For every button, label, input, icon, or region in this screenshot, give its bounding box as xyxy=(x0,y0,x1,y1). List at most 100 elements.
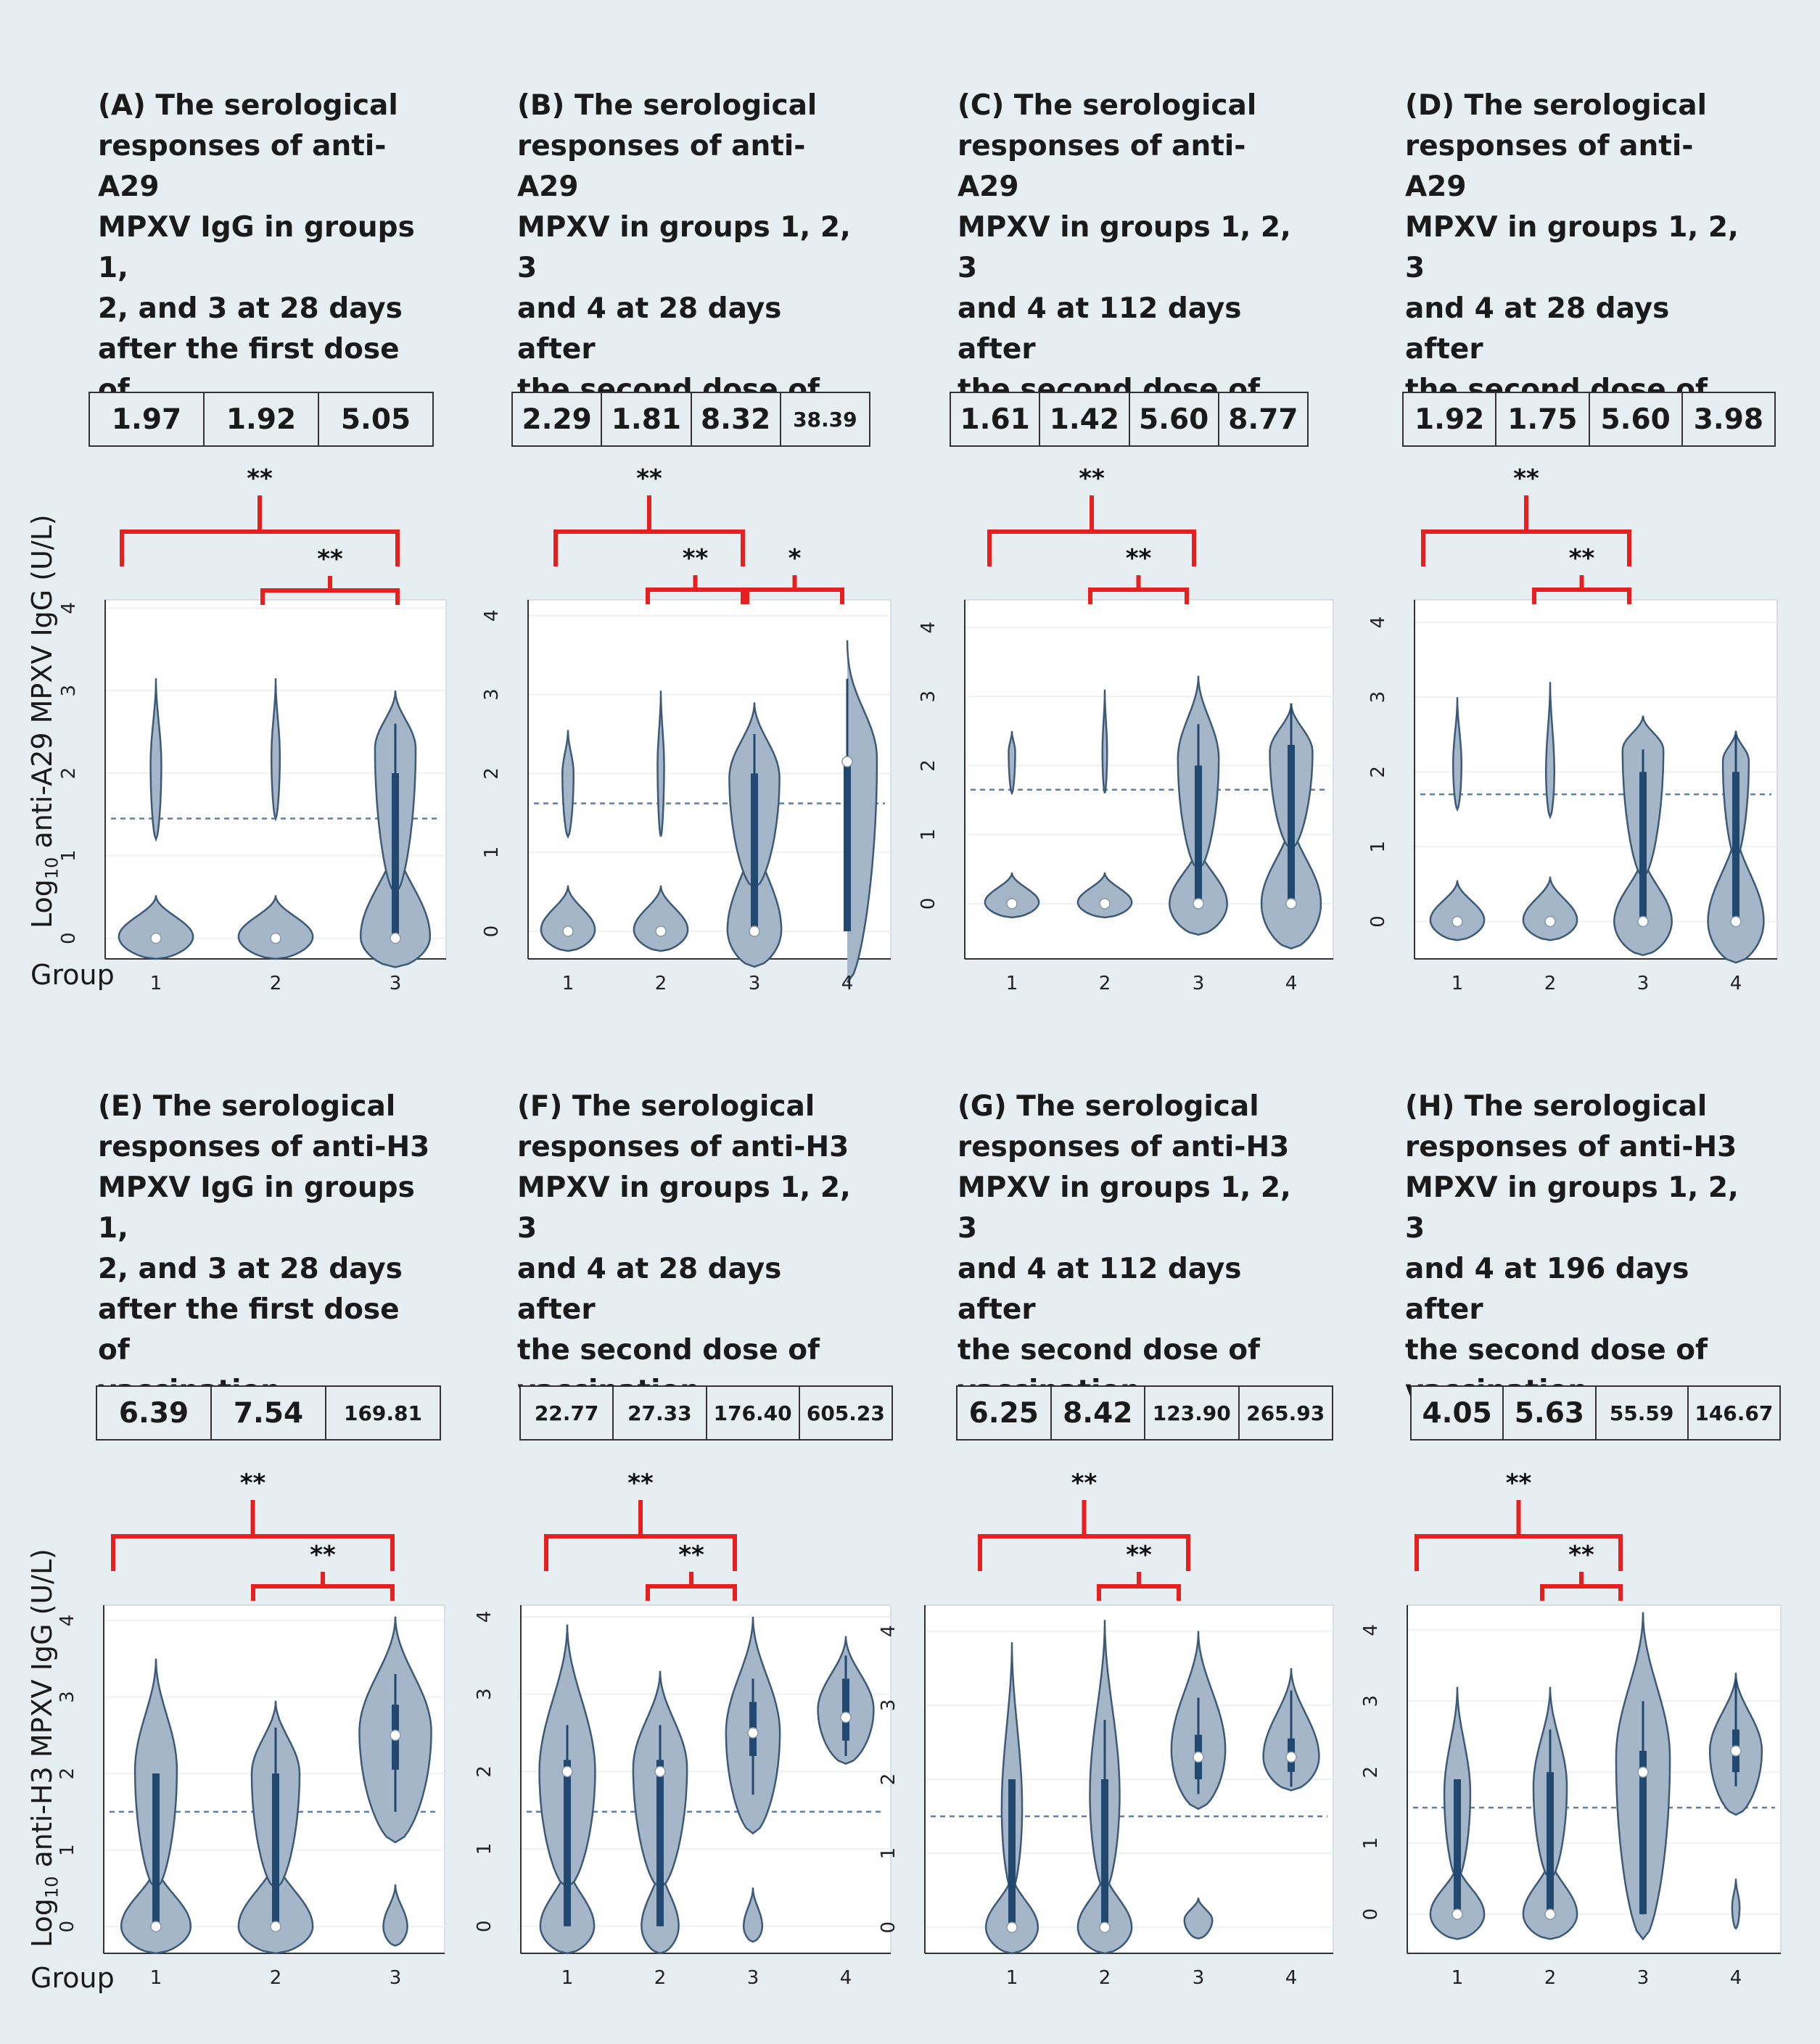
violin-group-2 xyxy=(632,1670,688,1955)
median-marker xyxy=(1730,915,1742,928)
median-marker xyxy=(1193,1751,1204,1763)
median-marker xyxy=(1730,1745,1742,1757)
gmt-value-3: 5.60 xyxy=(1128,393,1218,445)
significance-bracket-inner xyxy=(646,1572,737,1601)
group-axis-label-top: Group xyxy=(30,959,115,991)
x-tick-label: 3 xyxy=(1193,973,1205,994)
median-marker xyxy=(841,756,853,767)
significance-label: * xyxy=(788,544,802,573)
y-tick-label: 3 xyxy=(481,688,503,701)
iqr-box xyxy=(1195,765,1202,904)
y-tick-label: 2 xyxy=(1367,766,1389,778)
x-tick-label: 3 xyxy=(747,1967,759,1989)
panel-title-e: (E) The serological responses of anti-H3… xyxy=(98,1090,430,1407)
violin-group-2 xyxy=(1522,682,1578,941)
violin-shape xyxy=(725,1616,781,1835)
significance-label: ** xyxy=(1126,544,1152,573)
y-tick-label: 0 xyxy=(1367,915,1389,928)
violin-shape xyxy=(1076,872,1133,919)
violin-shape xyxy=(984,872,1040,919)
x-tick-label: 2 xyxy=(270,1967,282,1989)
gmt-value-2: 1.75 xyxy=(1495,393,1588,445)
x-tick-label: 3 xyxy=(1637,1967,1650,1989)
iqr-box xyxy=(844,762,851,931)
x-tick-label: 2 xyxy=(270,973,282,994)
violin-shape xyxy=(1544,682,1556,820)
y-tick-label: 4 xyxy=(918,622,939,634)
y-tick-label: 0 xyxy=(878,1921,899,1934)
x-tick-label: 2 xyxy=(1099,1967,1111,1989)
violin-shape xyxy=(846,640,878,984)
significance-bracket-outer xyxy=(111,1500,395,1571)
violin-group-4 xyxy=(1707,730,1765,964)
significance-bracket-inner xyxy=(646,575,745,604)
violin-group-2 xyxy=(237,678,314,960)
violin-shape xyxy=(1429,880,1486,941)
panel-title-f: (F) The serological responses of anti-H3… xyxy=(517,1090,851,1407)
significance-label: ** xyxy=(1079,464,1105,493)
x-tick-label: 4 xyxy=(840,1967,852,1989)
y-tick-label: 1 xyxy=(1360,1837,1382,1850)
significance-bracket-outer xyxy=(1415,1500,1623,1571)
iqr-box xyxy=(1547,1772,1554,1915)
significance-label: ** xyxy=(636,464,662,493)
median-marker xyxy=(150,932,162,944)
violin-shape xyxy=(1269,703,1314,850)
x-tick-label: 3 xyxy=(1193,1967,1205,1989)
gmt-value-3: 169.81 xyxy=(325,1387,440,1439)
significance-bracket-inner xyxy=(1097,1572,1181,1601)
x-tick-label: 2 xyxy=(654,1967,667,1989)
gmt-value-2: 7.54 xyxy=(210,1387,325,1439)
x-tick-label: 1 xyxy=(150,1967,162,1989)
x-tick-label: 1 xyxy=(561,1967,574,1989)
median-marker xyxy=(1285,1751,1297,1763)
significance-label: ** xyxy=(1569,544,1595,573)
y-tick-label: 1 xyxy=(878,1847,899,1860)
significance-label: ** xyxy=(240,1469,266,1498)
violin-group-1 xyxy=(984,1642,1039,1955)
violin-shape xyxy=(149,678,162,842)
gmt-value-1: 22.77 xyxy=(534,1401,599,1425)
gmt-value-2: 27.33 xyxy=(612,1387,705,1439)
gmt-value-3: 5.60 xyxy=(1588,393,1681,445)
gmt-box-h: 4.05 5.63 55.59 146.67 xyxy=(1410,1385,1781,1441)
significance-bracket-inner xyxy=(745,575,844,604)
gmt-value-4: 265.93 xyxy=(1238,1387,1333,1439)
plot-area xyxy=(520,1604,892,1954)
y-tick-label: 0 xyxy=(481,926,503,938)
plot-area xyxy=(1414,599,1778,960)
gmt-value-1: 6.25 xyxy=(968,1396,1039,1430)
panel-title-h: (H) The serological responses of anti-H3… xyxy=(1405,1090,1739,1407)
y-tick-label: 2 xyxy=(1360,1766,1382,1779)
significance-bracket-inner xyxy=(251,1572,395,1601)
violin-shape xyxy=(1262,1668,1320,1792)
iqr-box xyxy=(1008,1779,1016,1928)
plot-area xyxy=(103,1604,445,1954)
plot-area xyxy=(964,599,1334,960)
violin-shape xyxy=(633,885,689,952)
violin-shape xyxy=(359,835,432,968)
violin-group-3 xyxy=(359,691,432,968)
iqr-box xyxy=(751,773,758,931)
violin-group-2 xyxy=(1522,1686,1578,1940)
gmt-box-f: 22.77 27.33 176.40 605.23 xyxy=(519,1385,893,1441)
violin-group-4 xyxy=(1260,703,1322,950)
significance-label: ** xyxy=(310,1541,336,1570)
violin-group-3 xyxy=(726,702,783,968)
gmt-value-3: 55.59 xyxy=(1594,1387,1687,1439)
violin-group-4 xyxy=(817,1636,875,1765)
violin-shape xyxy=(358,1616,432,1844)
y-tick-label: 0 xyxy=(1360,1908,1382,1921)
violin-group-2 xyxy=(237,1700,314,1955)
violin-shape xyxy=(726,825,783,968)
iqr-box xyxy=(1195,1734,1202,1779)
plot-area xyxy=(1407,1604,1782,1954)
violin-shape xyxy=(1008,730,1016,796)
gmt-box-a: 1.97 1.92 5.05 xyxy=(88,392,434,447)
gmt-box-g: 6.25 8.42 123.90 265.93 xyxy=(956,1385,1333,1441)
violin-shape xyxy=(120,1861,192,1955)
group-axis-label-bottom: Group xyxy=(30,1962,115,1994)
y-tick-label: 3 xyxy=(1360,1695,1382,1707)
violin-shape xyxy=(1621,715,1665,878)
gmt-value-1: 6.39 xyxy=(118,1396,189,1430)
